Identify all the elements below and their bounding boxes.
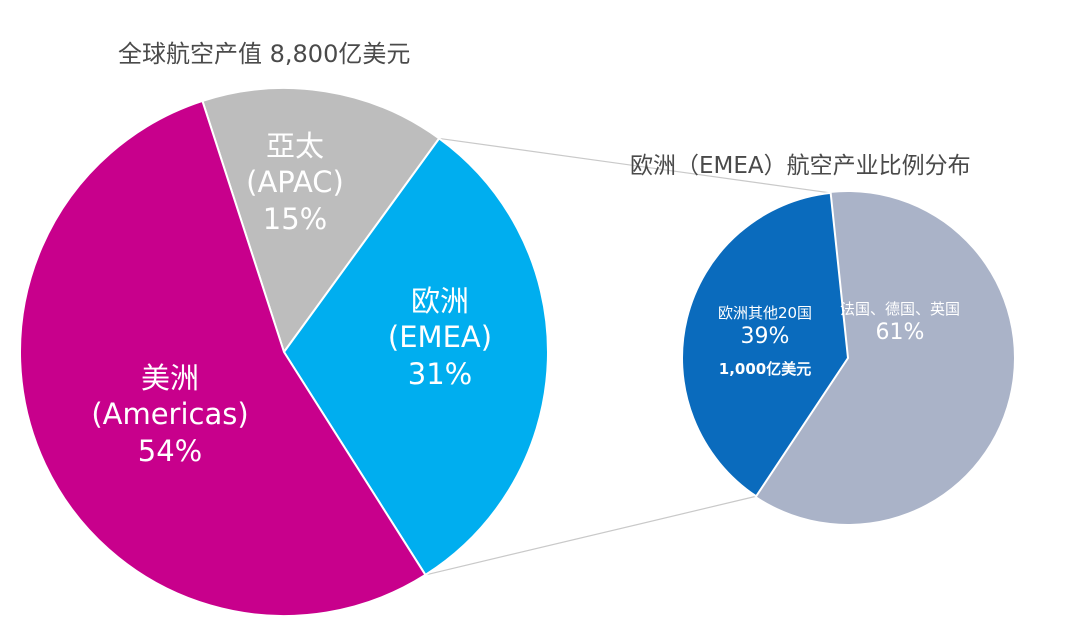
slice-label-fr-de-uk: 法国、德国、英国 61%	[839, 300, 960, 345]
slice-apac	[201, 87, 441, 355]
slice-label-americas: 美洲 (Americas) 54%	[91, 361, 249, 468]
slice-emea	[282, 137, 549, 577]
emea-pie-title: 欧洲（EMEA）航空产业比例分布	[630, 153, 971, 179]
emea-value-label: 1,000亿美元	[718, 360, 812, 379]
slice-other-20	[681, 191, 850, 498]
slice-americas	[19, 99, 427, 617]
connector-line-bottom	[425, 495, 757, 576]
connector-line-top	[439, 137, 831, 194]
global-pie-title: 全球航空产值 8,800亿美元	[118, 40, 411, 68]
slice-label-other20: 欧洲其他20国 39% 1,000亿美元	[690, 304, 840, 379]
slice-label-emea: 欧洲 (EMEA) 31%	[387, 284, 493, 391]
slice-label-apac: 亞太 (APAC) 15%	[246, 129, 344, 236]
